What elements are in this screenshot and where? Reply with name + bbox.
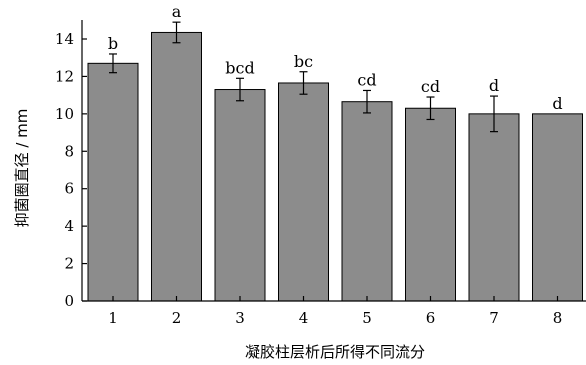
y-tick-label-6: 6: [64, 180, 74, 198]
bar-1: [87, 62, 139, 302]
significance-label-8: d: [552, 94, 562, 113]
error-bar-6: [426, 96, 435, 121]
bar-5: [341, 101, 393, 302]
significance-labels-group: b a bcd bc cd cd d d: [108, 2, 563, 113]
error-bar-4: [299, 71, 308, 95]
x-tick-label-5: 5: [362, 309, 372, 327]
x-axis: 1 2 3 4 5 6 7 8: [82, 296, 586, 327]
y-tick-label-0: 0: [64, 292, 74, 310]
error-bar-5: [363, 89, 371, 114]
significance-label-5: cd: [357, 70, 376, 89]
error-bar-3: [236, 77, 244, 102]
error-bar-2: [172, 21, 181, 44]
y-tick-label-8: 8: [64, 142, 74, 160]
significance-label-7: d: [489, 76, 499, 95]
x-axis-title: 凝胶柱层析后所得不同流分: [245, 343, 425, 361]
y-tick-label-12: 12: [55, 67, 74, 85]
significance-label-1: b: [108, 34, 118, 53]
bar-2: [151, 31, 202, 302]
bar-8: [532, 113, 583, 302]
y-tick-label-2: 2: [64, 255, 74, 273]
bar-7: [468, 113, 520, 302]
x-tick-label-6: 6: [426, 309, 436, 327]
error-bars-group: [109, 21, 498, 133]
significance-label-2: a: [172, 2, 182, 21]
x-tick-label-2: 2: [172, 309, 182, 327]
y-tick-label-14: 14: [55, 30, 74, 48]
x-tick-label-1: 1: [108, 309, 118, 327]
y-axis-title: 抑菌圈直径 / mm: [13, 109, 31, 228]
significance-label-6: cd: [421, 77, 440, 96]
significance-label-3: bcd: [225, 58, 254, 77]
bar-4: [278, 82, 329, 302]
bar-6: [405, 107, 456, 302]
y-tick-label-10: 10: [55, 105, 74, 123]
bar-3: [214, 89, 266, 302]
x-tick-label-8: 8: [553, 309, 563, 327]
significance-label-4: bc: [294, 52, 313, 71]
error-bar-7: [490, 95, 498, 133]
x-tick-label-4: 4: [299, 309, 309, 327]
bars-group: [87, 31, 583, 302]
error-bar-1: [109, 53, 117, 74]
y-tick-label-4: 4: [64, 217, 74, 235]
x-tick-label-3: 3: [235, 309, 245, 327]
y-axis: 0 2 4 6 8 10 12 14: [55, 20, 87, 310]
x-tick-label-7: 7: [489, 309, 499, 327]
